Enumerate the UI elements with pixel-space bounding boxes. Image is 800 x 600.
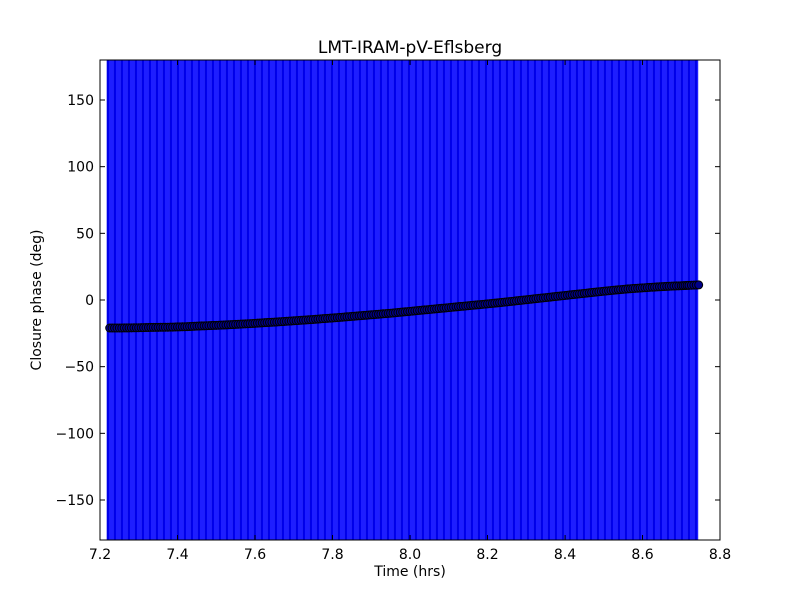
y-tick-label: −150 [56, 493, 94, 509]
chart-title: LMT-IRAM-pV-Eflsberg [318, 38, 502, 58]
x-tick-label: 7.2 [89, 547, 111, 563]
data-point [694, 280, 704, 290]
x-tick-label: 7.6 [244, 547, 266, 563]
x-axis-label: Time (hrs) [373, 564, 446, 580]
x-tick-label: 8.0 [399, 547, 421, 563]
x-tick-label: 8.2 [476, 547, 498, 563]
y-tick-label: 150 [67, 93, 94, 109]
x-tick-label: 8.4 [554, 547, 576, 563]
y-tick-label: 50 [76, 226, 94, 242]
y-tick-label: 100 [67, 160, 94, 176]
x-axis-ticks: 7.2 7.4 7.6 7.8 8.0 8.2 8.4 8.6 8.8 [89, 60, 731, 563]
data-points [105, 280, 704, 333]
x-tick-label: 8.6 [631, 547, 653, 563]
y-axis-ticks: 150 100 50 0 −50 −100 −150 [56, 93, 720, 509]
y-tick-label: 0 [85, 293, 94, 309]
error-bars [106, 60, 699, 540]
y-axis-label: Closure phase (deg) [29, 230, 45, 371]
x-tick-label: 7.8 [321, 547, 343, 563]
y-tick-label: −50 [64, 360, 94, 376]
y-tick-label: −100 [56, 426, 94, 442]
x-tick-label: 8.8 [709, 547, 731, 563]
x-tick-label: 7.4 [166, 547, 188, 563]
plot-area: 7.2 7.4 7.6 7.8 8.0 8.2 8.4 8.6 8.8 150 100 50 0 −50… [56, 59, 731, 563]
